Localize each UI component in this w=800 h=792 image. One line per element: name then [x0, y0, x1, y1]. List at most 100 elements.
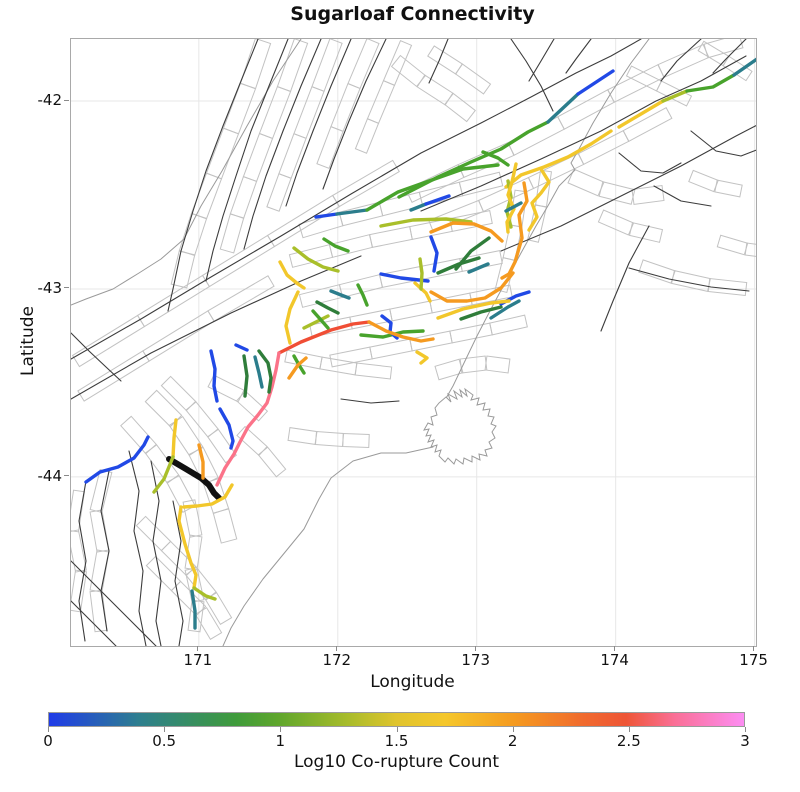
- y-tick-label: -43: [37, 278, 63, 297]
- co-rupture-fault-trace: [685, 73, 736, 93]
- co-rupture-fault-trace: [418, 257, 424, 291]
- fault-plane-outline: [194, 606, 223, 641]
- co-rupture-fault-trace: [278, 260, 306, 290]
- co-rupture-fault-trace: [329, 289, 351, 300]
- fault-plane-outline: [144, 389, 183, 428]
- colorbar-tick-label: 3: [740, 732, 750, 750]
- background-fault-trace: [167, 39, 259, 312]
- chart-title: Sugarloaf Connectivity: [290, 3, 535, 25]
- fault-plane-outline: [469, 284, 513, 306]
- fault-plane-outline: [293, 86, 325, 139]
- co-rupture-fault-trace: [152, 455, 175, 494]
- fault-plane-outline: [205, 127, 240, 180]
- co-rupture-fault-trace: [489, 299, 521, 320]
- co-rupture-fault-trace: [505, 162, 518, 234]
- co-rupture-fault-trace: [292, 246, 340, 273]
- fault-plane-outline: [207, 275, 275, 322]
- fault-plane-outline: [707, 277, 748, 297]
- co-rupture-fault-trace: [576, 69, 615, 96]
- co-rupture-fault-trace: [356, 283, 369, 307]
- fault-plane-outline: [212, 508, 238, 544]
- fault-plane-outline: [354, 362, 393, 380]
- fault-plane-outline: [71, 569, 88, 613]
- background-fault-trace: [660, 39, 702, 82]
- co-rupture-fault-trace: [379, 272, 430, 283]
- coastline: [71, 39, 302, 306]
- fault-plane-outline: [236, 425, 268, 457]
- fault-plane-outline: [204, 591, 233, 626]
- background-fault-trace: [71, 560, 157, 646]
- fault-plane-outline: [258, 85, 292, 140]
- background-fault-trace: [128, 450, 147, 646]
- co-rupture-fault-trace: [409, 202, 428, 212]
- fault-plane-outline: [444, 92, 476, 123]
- background-fault-trace: [653, 185, 712, 207]
- co-rupture-fault-trace: [234, 343, 249, 352]
- fault-plane-outline: [206, 428, 238, 464]
- fault-plane-outline: [266, 173, 292, 212]
- co-rupture-fault-trace: [215, 351, 281, 487]
- fault-plane-outline: [160, 540, 197, 577]
- x-axis-label: Longitude: [370, 672, 455, 692]
- map-plot-area: [70, 38, 757, 647]
- x-tick-mark: [197, 646, 199, 651]
- background-fault-trace: [428, 39, 449, 84]
- co-rupture-fault-trace: [504, 201, 523, 213]
- co-rupture-fault-trace: [436, 256, 481, 275]
- fault-plane-outline: [332, 159, 400, 208]
- fault-plane-outline: [598, 181, 636, 205]
- fault-plane-outline: [389, 300, 433, 322]
- highlighted-sugarloaf-fault: [166, 456, 222, 501]
- y-tick-mark: [64, 287, 69, 289]
- co-rupture-fault-trace: [253, 355, 264, 389]
- colorbar-tick-mark: [48, 727, 49, 732]
- x-tick-mark: [614, 646, 616, 651]
- co-rupture-fault-trace: [218, 407, 235, 450]
- co-rupture-fault-trace: [424, 194, 451, 206]
- fault-plane-outline: [314, 430, 345, 448]
- fault-plane-outline: [484, 355, 511, 374]
- fault-plane-outline: [222, 82, 257, 135]
- fault-plane-outline: [278, 133, 307, 179]
- background-fault-trace: [100, 470, 110, 632]
- co-rupture-fault-trace: [177, 505, 198, 590]
- fault-plane-outline: [120, 415, 157, 455]
- fault-plane-outline: [688, 169, 719, 193]
- x-tick-mark: [475, 646, 477, 651]
- y-tick-label: -42: [37, 91, 63, 109]
- co-rupture-fault-trace: [192, 586, 217, 601]
- fault-plane-outline: [556, 89, 616, 130]
- background-fault-trace: [690, 130, 756, 157]
- fault-plane-outline: [235, 390, 269, 422]
- background-fault-trace: [618, 152, 682, 174]
- fault-plane-outline: [607, 64, 665, 103]
- fault-plane-outline: [71, 489, 86, 533]
- fault-plane-outline: [416, 74, 454, 106]
- fault-plane-outline: [71, 529, 87, 573]
- y-tick-mark: [64, 99, 69, 101]
- co-rupture-fault-trace: [436, 299, 511, 320]
- co-rupture-fault-trace: [197, 443, 205, 480]
- fault-plane-outline: [185, 401, 219, 438]
- colorbar-tick-label: 0.5: [152, 732, 177, 750]
- co-rupture-fault-trace: [617, 99, 665, 129]
- x-tick-label: 175: [739, 651, 768, 669]
- background-fault-trace: [150, 460, 162, 646]
- co-rupture-fault-trace: [459, 305, 503, 321]
- background-fault-trace: [285, 39, 352, 207]
- co-rupture-fault-trace: [182, 483, 234, 509]
- fault-plane-outline: [266, 194, 341, 248]
- fault-plane-outline: [142, 310, 215, 362]
- co-rupture-fault-trace: [335, 208, 369, 216]
- co-rupture-fault-trace: [504, 129, 613, 189]
- fault-plane-outline: [219, 213, 245, 254]
- fault-plane-outline: [144, 444, 180, 484]
- fault-plane-outline: [567, 168, 605, 197]
- background-fault-trace: [500, 124, 756, 252]
- fault-plane-outline: [459, 355, 488, 374]
- co-rupture-fault-trace: [257, 349, 273, 394]
- background-fault-trace: [71, 600, 117, 646]
- colorbar-tick-mark: [280, 727, 282, 732]
- fault-plane-outline: [628, 222, 664, 243]
